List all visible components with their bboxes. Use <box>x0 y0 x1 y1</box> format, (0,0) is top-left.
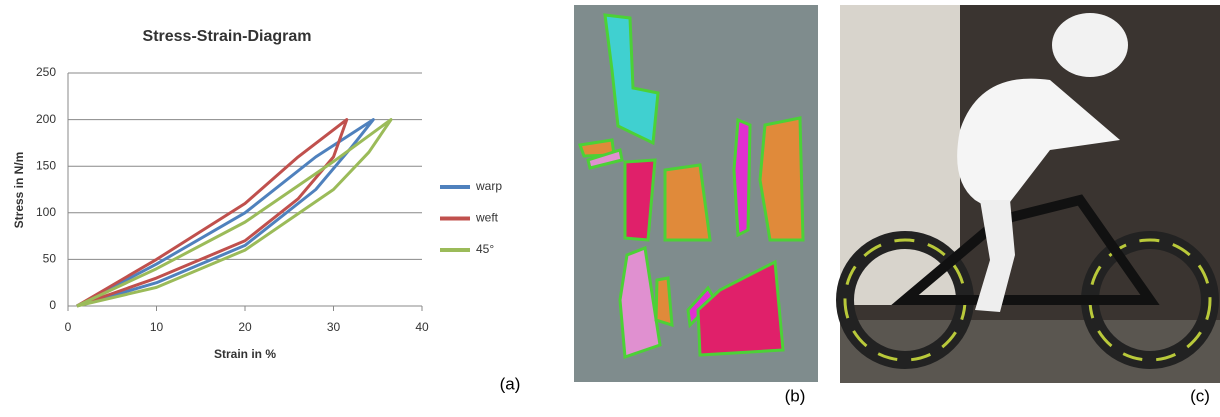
y-tick-label: 0 <box>49 298 56 312</box>
x-tick-label: 40 <box>415 320 429 334</box>
pattern-piece <box>625 160 655 240</box>
pattern-piece <box>734 120 750 235</box>
y-tick-label: 150 <box>36 158 56 172</box>
y-tick-label: 200 <box>36 112 56 126</box>
photo <box>840 5 1220 383</box>
y-tick-label: 250 <box>36 65 56 79</box>
pattern-piece <box>656 278 672 325</box>
y-tick-label: 100 <box>36 205 56 219</box>
helmet <box>1052 13 1128 77</box>
panel-label: (c) <box>1190 386 1210 405</box>
pattern-piece <box>760 118 803 240</box>
panel-label: (a) <box>500 374 521 393</box>
legend-label: warp <box>475 179 502 193</box>
panel-label: (b) <box>785 386 806 405</box>
x-axis-label: Strain in % <box>214 347 276 361</box>
x-tick-label: 10 <box>150 320 164 334</box>
x-tick-label: 30 <box>327 320 341 334</box>
y-axis-label: Stress in N/m <box>12 152 26 229</box>
y-tick-label: 50 <box>43 252 57 266</box>
x-tick-label: 20 <box>238 320 252 334</box>
pattern-diagram <box>574 5 818 382</box>
chart-title: Stress-Strain-Diagram <box>143 28 312 45</box>
figure: Stress-Strain-Diagram Strain in % Stress… <box>0 0 1220 412</box>
legend-label: 45° <box>476 242 494 256</box>
x-tick-label: 0 <box>65 320 72 334</box>
legend-label: weft <box>475 211 499 225</box>
